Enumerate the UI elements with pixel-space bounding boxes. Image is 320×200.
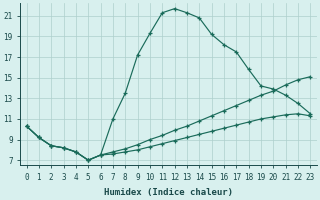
X-axis label: Humidex (Indice chaleur): Humidex (Indice chaleur) [104, 188, 233, 197]
